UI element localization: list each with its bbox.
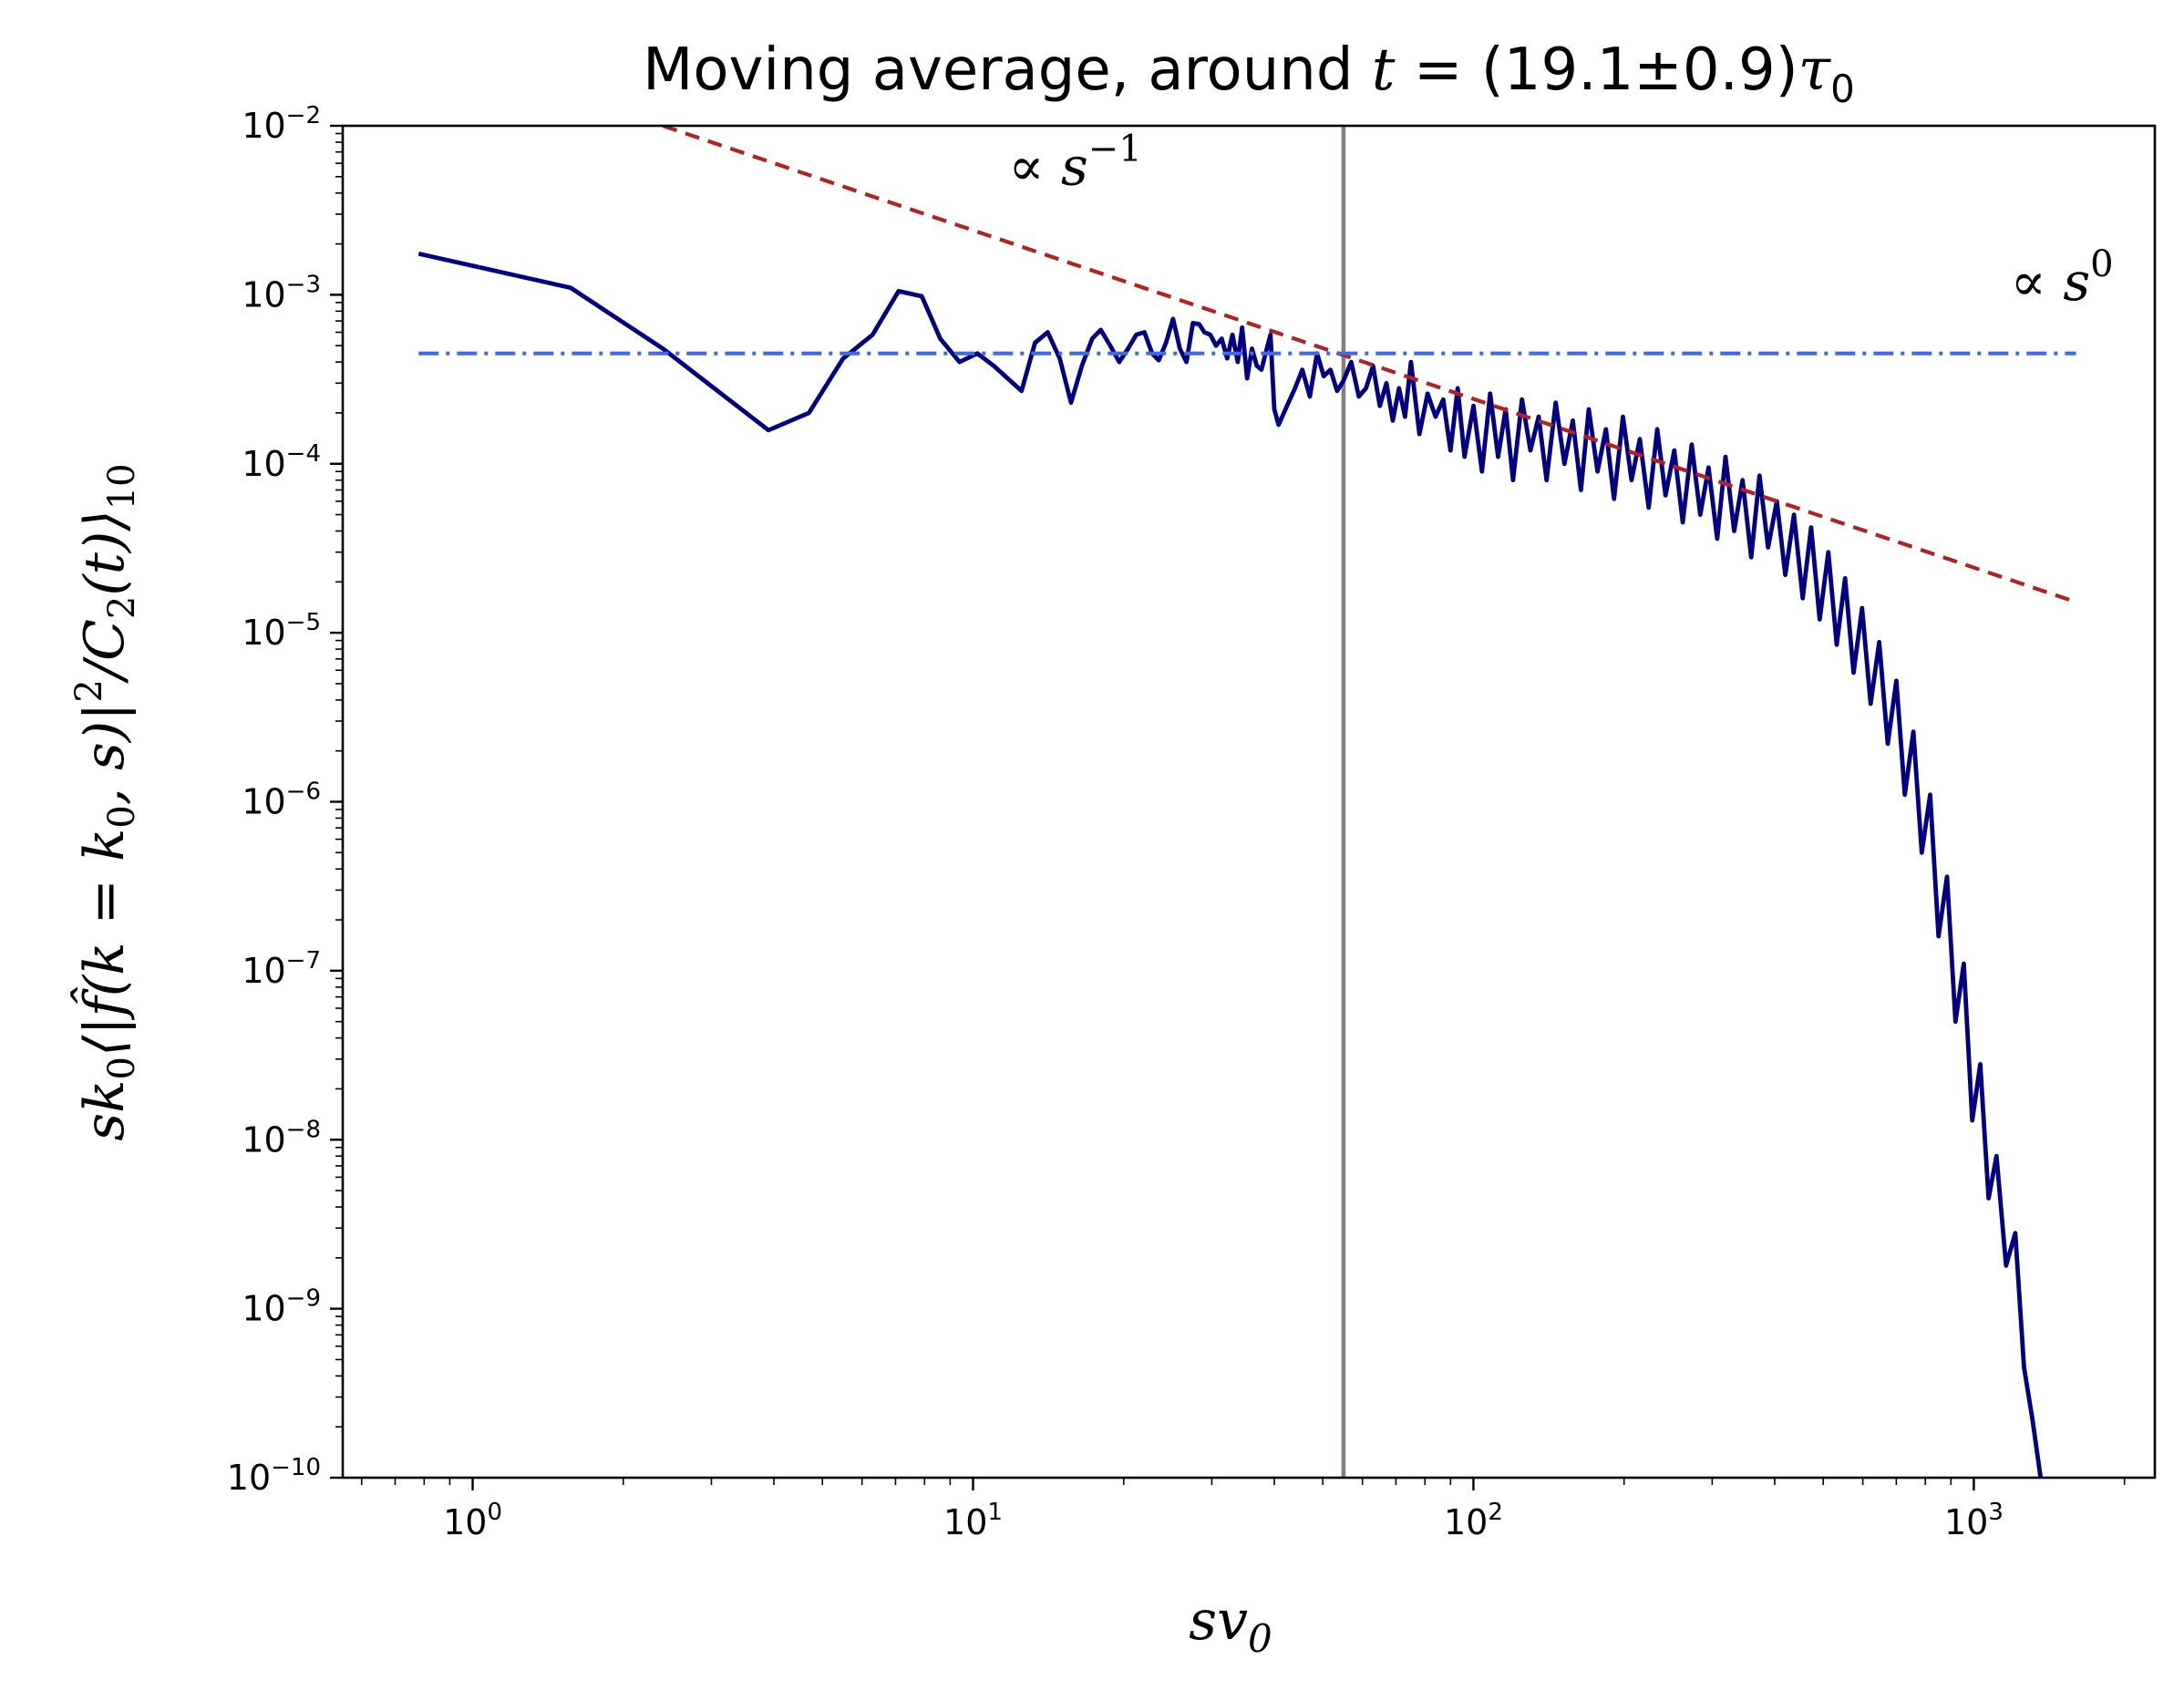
- s-minus-1-reference-line: [662, 126, 2077, 604]
- axis-tick-labels: 100 101 102 103 10−2 10−3 10−4 10−5 10−6 10−7 10−8…: [227, 102, 2004, 1542]
- x-axis-label: sv0: [1189, 1589, 1272, 1661]
- y-tick-label: 10−3: [242, 271, 321, 314]
- y-tick-label: 10−9: [242, 1285, 321, 1329]
- y-tick-label: 10−6: [242, 778, 321, 822]
- y-tick-label: 10−2: [242, 102, 321, 146]
- chart-title: Moving average, around t = (19.1±0.9)τ0: [643, 36, 1855, 111]
- y-tick-label: 10−7: [242, 947, 321, 991]
- series-layer: [417, 126, 2077, 1478]
- y-tick-label: 10−4: [242, 440, 321, 484]
- s-zero-annotation: ∝ s0: [2011, 243, 2114, 313]
- y-axis-label: sk0⟨|f̂(k = k0, s)|2/C2(t)⟩10: [68, 463, 143, 1140]
- x-tick-label: 102: [1444, 1499, 1503, 1542]
- y-tick-label: 10−5: [242, 609, 321, 653]
- y-tick-label: 10−10: [227, 1454, 321, 1498]
- x-tick-label: 100: [443, 1499, 502, 1542]
- axis-ticks: [330, 124, 2126, 1490]
- x-tick-label: 103: [1944, 1499, 2004, 1542]
- x-tick-label: 101: [943, 1499, 1003, 1542]
- s-minus-1-annotation: ∝ s−1: [1008, 128, 1141, 197]
- spectrum-line: [417, 251, 2044, 1478]
- annotations-layer: ∝ s−1 ∝ s0: [1008, 128, 2113, 313]
- plot-frame: [341, 124, 2157, 1480]
- y-tick-label: 10−8: [242, 1116, 321, 1160]
